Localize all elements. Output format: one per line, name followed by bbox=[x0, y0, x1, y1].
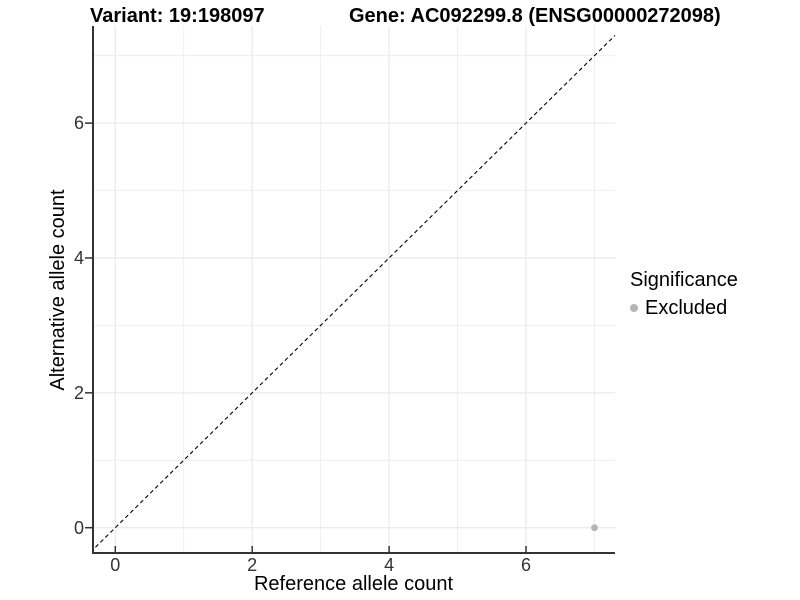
x-axis-title: Reference allele count bbox=[253, 573, 453, 595]
y-tick-label: 6 bbox=[73, 113, 84, 134]
x-tick-label: 2 bbox=[247, 555, 258, 575]
y-tick-label: 2 bbox=[73, 382, 84, 403]
x-tick-label: 4 bbox=[384, 555, 395, 575]
plot-panel bbox=[85, 26, 616, 554]
plot-title-variant: Variant: 19:198097 bbox=[90, 5, 265, 27]
identity-reference-line bbox=[95, 35, 616, 548]
plot-title-gene: Gene: AC092299.8 (ENSG00000272098) bbox=[349, 5, 721, 27]
legend-title: Significance bbox=[630, 269, 738, 291]
x-tick-label: 6 bbox=[520, 555, 531, 575]
data-point-excluded bbox=[591, 524, 598, 532]
y-tick-label: 4 bbox=[73, 247, 84, 268]
y-tick-label: 0 bbox=[73, 517, 84, 538]
legend: Significance Excluded bbox=[630, 269, 738, 321]
legend-entry-label: Excluded bbox=[645, 296, 728, 319]
legend-entry-excluded: Excluded bbox=[630, 295, 738, 321]
x-tick-label: 0 bbox=[110, 555, 121, 575]
plot-area-svg bbox=[85, 26, 616, 554]
legend-point-swatch bbox=[630, 304, 638, 312]
